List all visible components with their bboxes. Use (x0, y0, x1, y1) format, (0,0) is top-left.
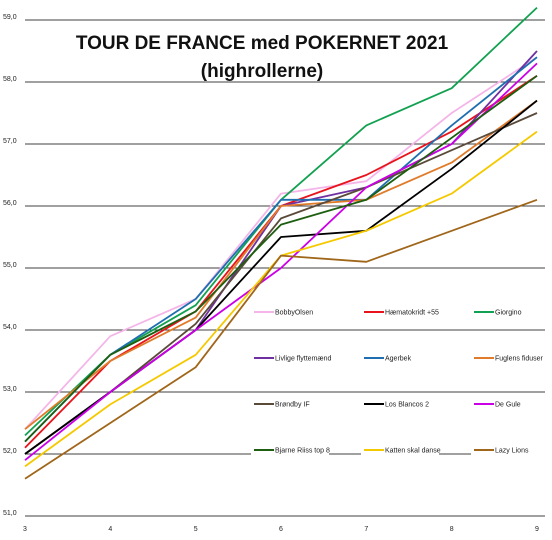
y-tick-label: 51,0 (3, 510, 17, 517)
series-lines (24, 6, 538, 480)
series-line (24, 75, 538, 443)
series-line (24, 62, 538, 461)
legend-item-background (361, 398, 439, 409)
y-tick-label: 58,0 (3, 76, 17, 83)
series-line (24, 56, 538, 430)
x-tick-label: 9 (535, 526, 539, 533)
x-tick-label: 3 (23, 526, 27, 533)
y-tick-label: 53,0 (3, 386, 17, 393)
legend-label: De Gule (495, 402, 521, 409)
y-tick-label: 56,0 (3, 200, 17, 207)
x-tick-label: 5 (194, 526, 198, 533)
series-line (24, 99, 538, 430)
legend-label: Giorgino (495, 310, 522, 317)
x-tick-label: 7 (364, 526, 368, 533)
x-tick-label: 6 (279, 526, 283, 533)
legend-item-background (251, 444, 329, 455)
chart-title: TOUR DE FRANCE med POKERNET 2021 (76, 33, 449, 54)
legend-label: BobbyOlsen (275, 310, 313, 317)
legend-item-background (361, 306, 439, 317)
legend-label: Bjarne Riiss top 8 (275, 448, 330, 455)
y-tick-label: 57,0 (3, 138, 17, 145)
legend-item-background (361, 444, 439, 455)
chart-subtitle: (highrollerne) (201, 61, 323, 82)
legend-label: Agerbek (385, 356, 412, 363)
legend-label: Livlige flyttemænd (275, 356, 332, 363)
legend-item-background (251, 398, 329, 409)
y-tick-label: 55,0 (3, 262, 17, 269)
legend-item-background (251, 306, 329, 317)
y-tick-label: 54,0 (3, 324, 17, 331)
axes: 51,0 52,0 53,0 54,0 55,0 56,0 57,0 58,0 59,0 3 4 5 6… (3, 14, 539, 533)
y-tick-label: 52,0 (3, 448, 17, 455)
x-tick-label: 8 (450, 526, 454, 533)
legend-label: Los Blancos 2 (385, 402, 429, 409)
legend-item-background (471, 398, 549, 409)
legend-item-background (471, 306, 549, 317)
x-tick-label: 4 (108, 526, 112, 533)
y-tick-label: 59,0 (3, 14, 17, 21)
legend: BobbyOlsen Hæmatokridt +55 Giorgino Livlige… (251, 306, 549, 455)
legend-item-background (251, 352, 329, 363)
legend-item-background (361, 352, 439, 363)
legend-label: Lazy Lions (495, 448, 529, 455)
legend-label: Hæmatokridt +55 (385, 310, 439, 317)
legend-item-background (471, 352, 549, 363)
legend-label: Brøndby IF (275, 402, 310, 409)
legend-label: Katten skal danse (385, 448, 441, 455)
legend-item-background (471, 444, 549, 455)
series-line (24, 198, 538, 480)
legend-label: Fuglens fiduser (495, 356, 544, 363)
